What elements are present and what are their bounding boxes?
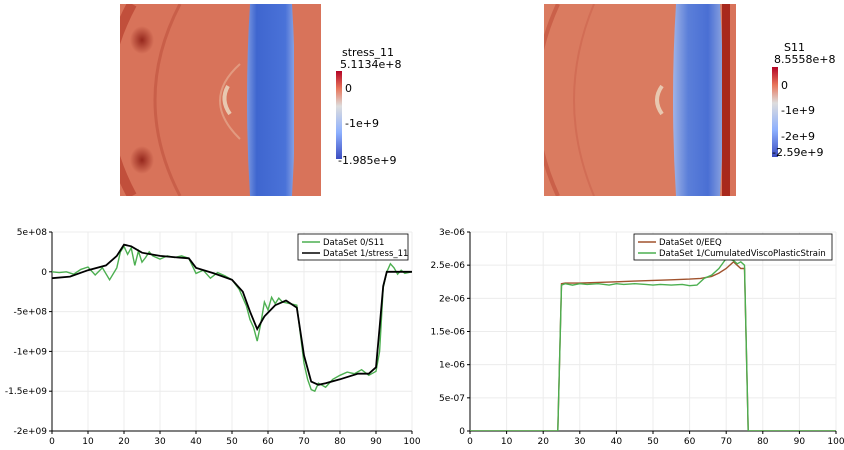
stress-field-plot (101, 1, 321, 199)
colorbar-min-label: -2.59e+9 (772, 146, 824, 159)
y-tick-label: 2e-06 (439, 294, 465, 304)
x-tick-label: 70 (720, 437, 732, 447)
x-tick-label: 60 (262, 437, 274, 447)
colorbar-right: S11 8.5558e+8 0 -1e+9 -2e+9 -2.59e+9 (772, 42, 844, 167)
dark-spot-top (130, 26, 154, 54)
field-right-edge (730, 4, 736, 196)
colorbar-tick-label: 0 (345, 82, 352, 95)
series-line (470, 260, 836, 431)
field-right-strip (294, 4, 321, 196)
x-tick-label: 60 (684, 437, 696, 447)
colorbar-tick-label: -1e+9 (781, 104, 815, 117)
colorbar-max-label: 8.5558e+8 (774, 53, 836, 66)
compression-band (247, 4, 295, 196)
colorbar-tick-label: -2e+9 (781, 130, 815, 143)
field-image-left (101, 1, 321, 199)
x-tick-label: 100 (403, 437, 420, 447)
s11-field-plot (534, 3, 736, 197)
wavefront-arc-mid (153, 3, 182, 197)
center-arc-light (222, 85, 232, 116)
y-tick-label: 0 (41, 268, 47, 278)
colorbar-gradient (336, 71, 342, 159)
y-tick-label: 3e-06 (439, 228, 465, 238)
colorbar-tick-label: 0 (781, 79, 788, 92)
legend-label: DataSet 0/EEQ (659, 238, 722, 248)
x-tick-label: 50 (647, 437, 659, 447)
legend-label: DataSet 1/stress_11 (323, 249, 408, 259)
x-tick-label: 20 (537, 437, 549, 447)
colorbar-gradient (772, 67, 778, 157)
legend-label: DataSet 0/S11 (323, 238, 384, 248)
y-tick-label: -5e+08 (13, 308, 47, 318)
tension-strip (722, 4, 730, 196)
x-tick-label: 40 (190, 437, 202, 447)
x-tick-label: 90 (794, 437, 806, 447)
compression-band (673, 4, 723, 196)
dark-spot-bottom (130, 146, 154, 174)
field-image-right (534, 3, 736, 197)
colorbar-max-label: 5.1134e+8 (340, 58, 402, 71)
colorbar-title: S11 (784, 41, 805, 54)
x-tick-label: 80 (334, 437, 346, 447)
series-line (470, 257, 836, 431)
colorbar-title: stress_11 (342, 46, 395, 59)
y-tick-label: 1.5e-06 (430, 328, 465, 338)
x-tick-label: 70 (298, 437, 310, 447)
x-tick-label: 20 (118, 437, 130, 447)
y-tick-label: -2e+09 (13, 427, 47, 437)
x-tick-label: 0 (467, 437, 473, 447)
legend-box (297, 233, 409, 261)
y-tick-label: 5e+08 (17, 228, 48, 238)
stress-line-chart: 0 10 20 30 40 50 60 70 80 90 100 5e+08 0 -5e+08 -1e+09… (5, 228, 421, 447)
y-tick-label: 0 (459, 427, 465, 437)
center-arc-light (655, 84, 664, 116)
wavefront-arc-inner (219, 63, 241, 140)
series-line (52, 243, 412, 386)
y-tick-label: 2.5e-06 (430, 261, 465, 271)
y-tick-label: 1e-06 (439, 361, 465, 371)
x-tick-label: 90 (370, 437, 382, 447)
colorbar-left: stress_11 5.1134e+8 0 -1e+9 -1.985e+9 (336, 47, 436, 177)
x-tick-label: 0 (49, 437, 55, 447)
y-tick-label: -1e+09 (13, 347, 47, 357)
legend-label: DataSet 1/CumulatedViscoPlasticStrain (659, 249, 826, 259)
x-tick-label: 30 (154, 437, 166, 447)
x-tick-label: 10 (501, 437, 513, 447)
x-tick-label: 50 (226, 437, 238, 447)
strain-line-chart: 0 10 20 30 40 50 60 70 80 90 100 3e-06 2.5e-06 2e-06 1… (430, 228, 844, 447)
x-tick-label: 40 (611, 437, 623, 447)
x-tick-label: 10 (82, 437, 94, 447)
colorbar-tick-label: -1e+9 (345, 117, 379, 130)
y-tick-label: -1.5e+09 (5, 387, 47, 397)
y-tick-label: 5e-07 (439, 394, 465, 404)
x-tick-label: 80 (757, 437, 769, 447)
wavefront-arc-mid (573, 3, 595, 197)
x-tick-label: 100 (827, 437, 844, 447)
legend-box (633, 233, 833, 261)
colorbar-min-label: -1.985e+9 (338, 154, 397, 167)
x-tick-label: 30 (574, 437, 586, 447)
